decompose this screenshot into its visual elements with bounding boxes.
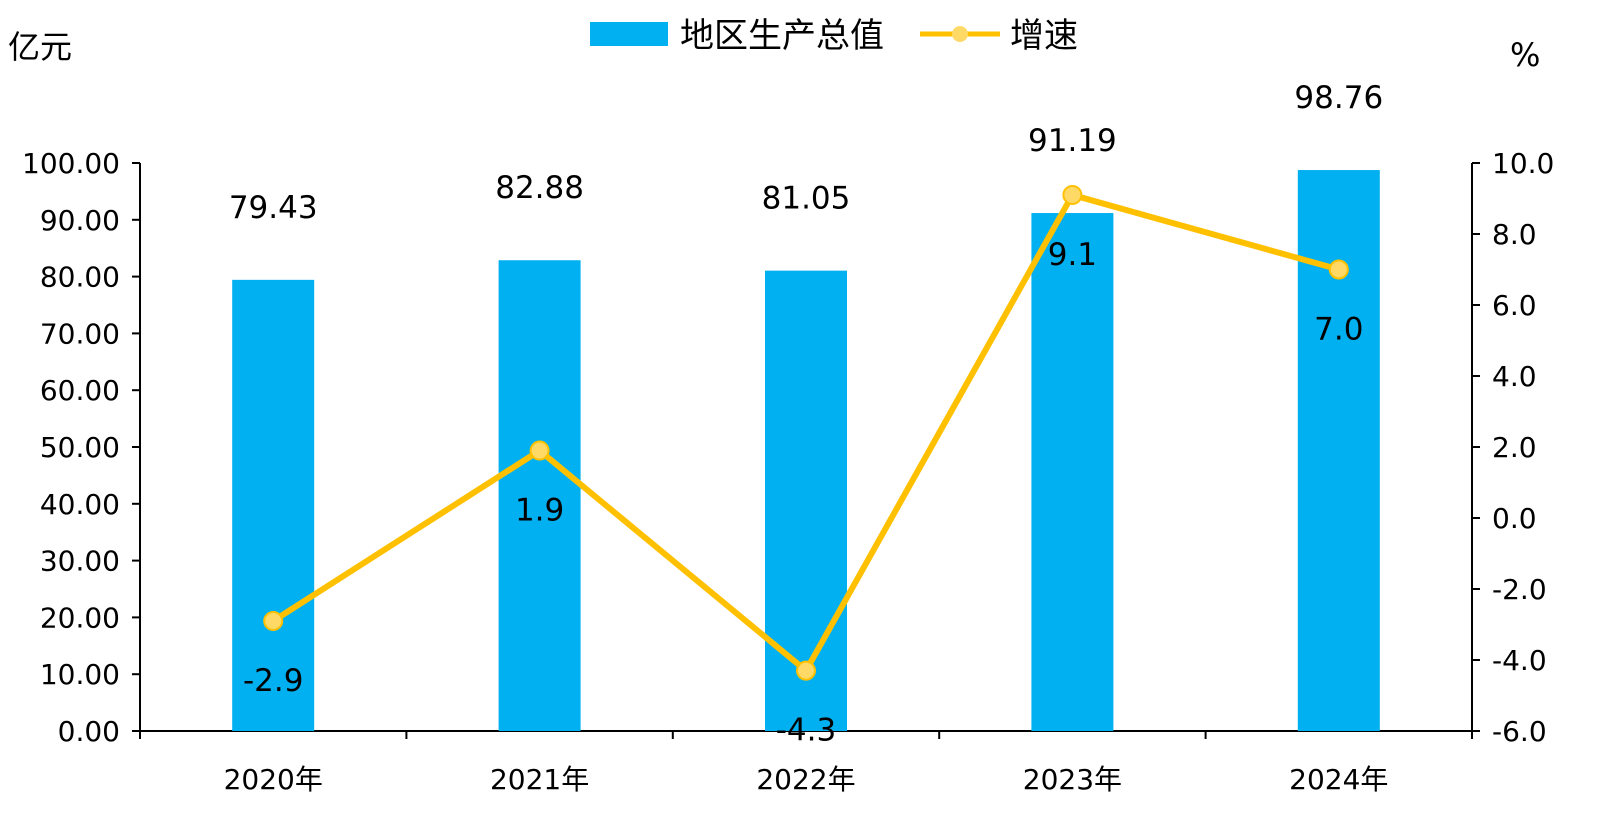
bar-value-label: 82.88 bbox=[495, 170, 584, 206]
left-axis-tick-label: 50.00 bbox=[40, 431, 120, 464]
bar-value-label: 98.76 bbox=[1294, 80, 1383, 116]
right-axis-tick-label: -6.0 bbox=[1492, 715, 1547, 748]
right-axis-tick-label: 2.0 bbox=[1492, 431, 1537, 464]
line-point bbox=[529, 440, 550, 461]
bar bbox=[1031, 213, 1114, 732]
left-axis-tick-label: 60.00 bbox=[40, 374, 120, 407]
left-axis-tick-label: 10.00 bbox=[40, 658, 120, 691]
right-axis-tick-label: 0.0 bbox=[1492, 502, 1537, 535]
left-axis-tick-label: 80.00 bbox=[40, 261, 120, 294]
left-axis-tick-label: 0.00 bbox=[58, 715, 120, 748]
left-axis-tick-label: 40.00 bbox=[40, 488, 120, 521]
left-axis-ticks: 0.00 10.00 20.00 30.00 40.00 50.00 60.00 70.00 8… bbox=[22, 147, 140, 748]
bar bbox=[232, 279, 315, 731]
bar-value-label: 91.19 bbox=[1028, 123, 1117, 159]
x-axis-category-label: 2022年 bbox=[756, 763, 855, 796]
line-value-label: 7.0 bbox=[1314, 312, 1363, 348]
bar-value-labels: 79.43 82.88 81.05 91.19 98.76 bbox=[229, 80, 1383, 226]
right-axis-tick-label: 8.0 bbox=[1492, 218, 1537, 251]
left-axis-tick-label: 100.00 bbox=[22, 147, 120, 180]
right-axis-tick-label: 10.0 bbox=[1492, 147, 1554, 180]
bar-value-label: 79.43 bbox=[229, 190, 318, 226]
bar bbox=[1297, 170, 1380, 731]
x-axis-category-label: 2023年 bbox=[1023, 763, 1122, 796]
line-point bbox=[1328, 259, 1349, 280]
right-axis-tick-label: 6.0 bbox=[1492, 289, 1537, 322]
left-axis-tick-label: 30.00 bbox=[40, 545, 120, 578]
right-axis-ticks: -6.0 -4.0 -2.0 0.0 2.0 4.0 6.0 8.0 10.0 bbox=[1472, 147, 1554, 748]
line-value-label: 1.9 bbox=[515, 493, 564, 529]
x-axis-ticks: 2020年 2021年 2022年 2023年 2024年 bbox=[139, 731, 1473, 796]
line-series bbox=[263, 184, 1349, 681]
right-axis-unit: % bbox=[1510, 36, 1540, 74]
right-axis-tick-label: -2.0 bbox=[1492, 573, 1547, 606]
left-axis-tick-label: 20.00 bbox=[40, 601, 120, 634]
legend-label-line: 增速 bbox=[1010, 16, 1078, 56]
line-value-label: -2.9 bbox=[243, 663, 304, 699]
bar-value-label: 81.05 bbox=[762, 181, 851, 217]
bar-series bbox=[232, 170, 1380, 732]
line-value-label: 9.1 bbox=[1048, 237, 1097, 273]
legend-label-bar: 地区生产总值 bbox=[680, 16, 884, 56]
bar bbox=[498, 260, 581, 731]
left-axis-tick-label: 90.00 bbox=[40, 204, 120, 237]
line-value-label: -4.3 bbox=[776, 713, 837, 749]
x-axis-category-label: 2024年 bbox=[1289, 763, 1388, 796]
x-axis-category-label: 2020年 bbox=[224, 763, 323, 796]
line-point bbox=[796, 660, 816, 681]
line-point bbox=[1062, 184, 1083, 205]
line-point bbox=[263, 610, 284, 631]
x-axis-category-label: 2021年 bbox=[490, 763, 589, 796]
right-axis-tick-label: 4.0 bbox=[1492, 360, 1537, 393]
left-axis-tick-label: 70.00 bbox=[40, 317, 120, 350]
legend-marker bbox=[952, 26, 968, 42]
legend-swatch-bar bbox=[590, 22, 668, 46]
bar bbox=[765, 270, 847, 731]
legend: 地区生产总值 增速 bbox=[590, 16, 1078, 56]
left-axis-unit: 亿元 bbox=[8, 28, 72, 66]
right-axis-tick-label: -4.0 bbox=[1492, 644, 1547, 677]
line-value-labels: -2.9 1.9 -4.3 9.1 7.0 bbox=[243, 237, 1364, 749]
